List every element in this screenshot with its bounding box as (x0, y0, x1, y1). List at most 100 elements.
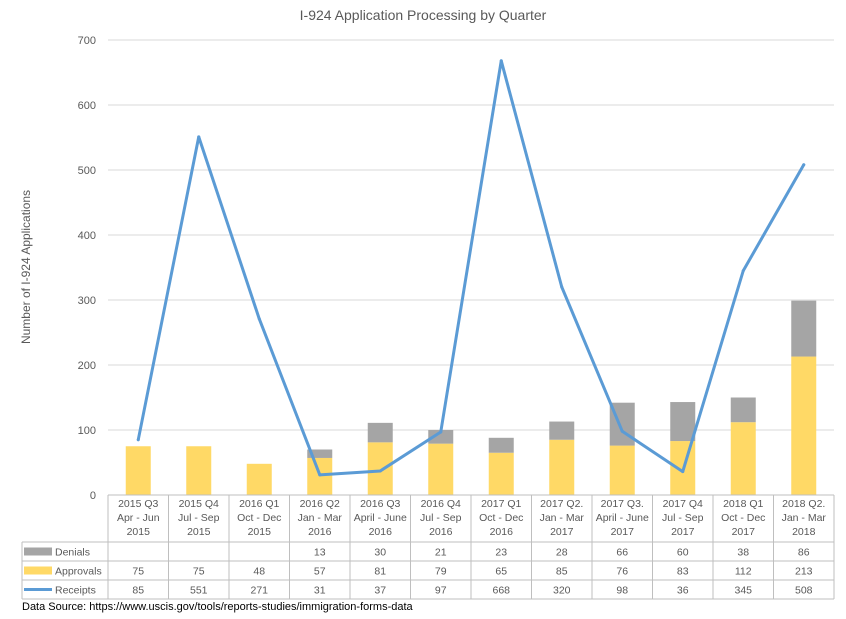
receipts-point (378, 469, 382, 473)
x-category-label: 2018 (792, 526, 816, 538)
receipts-point (257, 317, 261, 321)
x-category-label: Oct - Dec (237, 512, 281, 524)
approvals-bar (186, 446, 212, 495)
bars (125, 300, 817, 495)
approvals-bar (791, 356, 817, 495)
receipts-point (681, 470, 685, 474)
x-category-label: Oct - Dec (721, 512, 765, 524)
x-category-label: April - June (596, 512, 649, 524)
legend-label: Denials (55, 547, 90, 559)
data-label: 112 (735, 566, 752, 578)
data-label: 668 (492, 585, 510, 597)
x-category-label: 2015 Q4 (179, 498, 219, 510)
x-category-label: 2016 (369, 526, 393, 538)
data-label: 48 (253, 566, 265, 578)
denials-bar (791, 300, 817, 357)
approvals-bar (730, 422, 756, 495)
approvals-bar (246, 463, 272, 495)
data-label: 85 (556, 566, 568, 578)
legend-key-denials (24, 547, 52, 556)
receipts-point (802, 163, 806, 167)
denials-bar (670, 402, 696, 442)
data-label: 345 (734, 585, 752, 597)
data-label: 57 (314, 566, 326, 578)
chart-title: I-924 Application Processing by Quarter (300, 7, 547, 23)
denials-bar (488, 437, 514, 453)
x-category-label: 2016 Q4 (421, 498, 461, 510)
receipts-point (136, 438, 140, 442)
data-table: 2015 Q3 Apr - Jun 2015 2015 Q4 Jul - Sep 2015… (21, 494, 835, 600)
x-category-label: 2017 (550, 526, 574, 538)
y-axis-label: Number of I-924 Applications (19, 190, 33, 344)
x-category-label: 2018 Q2. (782, 498, 825, 510)
x-category-label: 2015 Q3 (118, 498, 158, 510)
denials-bar (428, 430, 454, 444)
y-tick-label: 300 (78, 295, 96, 307)
x-category-label: 2018 Q1 (723, 498, 763, 510)
gridlines (108, 39, 834, 431)
x-category-label: 2017 Q1 (481, 498, 521, 510)
approvals-bar (549, 439, 575, 495)
data-label: 30 (374, 547, 386, 559)
data-label: 98 (616, 585, 628, 597)
data-label: 23 (495, 547, 507, 559)
receipts-point (620, 429, 624, 433)
x-category-label: Jan - Mar (298, 512, 343, 524)
receipts-point (499, 59, 503, 63)
x-category-label: 2015 (248, 526, 272, 538)
data-label: 66 (616, 547, 628, 559)
receipts-point (741, 269, 745, 273)
receipts-point (560, 285, 564, 289)
x-category-label: Jan - Mar (540, 512, 585, 524)
x-category-label: Jan - Mar (782, 512, 827, 524)
x-category-label: 2015 (187, 526, 211, 538)
data-label: 83 (677, 566, 689, 578)
denials-bar (730, 397, 756, 423)
y-tick-label: 600 (78, 100, 96, 112)
x-category-label: 2016 (490, 526, 514, 538)
y-axis-ticks: 0 100 200 300 400 500 600 700 (78, 35, 96, 502)
data-label: 37 (374, 585, 386, 597)
x-category-label: 2016 Q1 (239, 498, 279, 510)
x-category-label: Apr - Jun (117, 512, 160, 524)
legend-key-approvals (24, 566, 52, 575)
x-category-label: 2017 Q2. (540, 498, 583, 510)
legend-label: Approvals (55, 566, 102, 578)
approvals-bar (609, 445, 635, 495)
receipts-line (136, 59, 806, 477)
data-label: 508 (795, 585, 813, 597)
data-label: 213 (795, 566, 813, 578)
denials-bar (307, 449, 333, 458)
x-category-label: 2016 Q3 (360, 498, 400, 510)
y-tick-label: 200 (78, 360, 96, 372)
receipts-point (318, 473, 322, 477)
y-tick-label: 700 (78, 35, 96, 47)
data-label: 75 (193, 566, 205, 578)
denials-bar (549, 421, 575, 440)
approvals-bar (307, 457, 333, 495)
data-label: 271 (250, 585, 268, 597)
data-label: 320 (553, 585, 571, 597)
x-category-label: 2017 (611, 526, 635, 538)
data-label: 65 (495, 566, 507, 578)
receipts-point (197, 135, 201, 139)
data-label: 81 (374, 566, 386, 578)
x-category-label: April - June (354, 512, 407, 524)
legend-label: Receipts (55, 585, 96, 597)
data-label: 36 (677, 585, 689, 597)
data-label: 38 (737, 547, 749, 559)
data-label: 86 (798, 547, 810, 559)
data-label: 79 (435, 566, 447, 578)
data-label: 97 (435, 585, 447, 597)
y-tick-label: 400 (78, 230, 96, 242)
y-tick-label: 500 (78, 165, 96, 177)
approvals-bar (367, 442, 393, 495)
x-category-label: Jul - Sep (178, 512, 220, 524)
x-category-label: 2016 (429, 526, 453, 538)
x-category-label: 2017 Q4 (663, 498, 703, 510)
x-category-label: Jul - Sep (662, 512, 704, 524)
y-tick-label: 0 (90, 490, 96, 502)
x-category-label: 2017 Q3. (601, 498, 644, 510)
x-category-label: 2017 (732, 526, 756, 538)
